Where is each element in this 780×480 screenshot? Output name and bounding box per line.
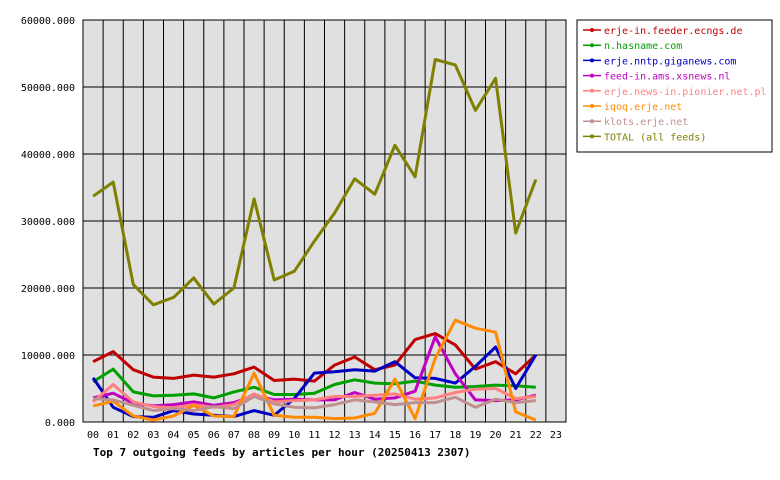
x-tick-label: 11 [308, 430, 320, 441]
series-line-iqoq-erje-net [92, 318, 537, 422]
legend-label-n-hasname-com: n.hasname.com [604, 41, 682, 52]
legend-marker-total-all-feeds [590, 134, 594, 139]
x-tick-label: 23 [550, 430, 562, 441]
legend-marker-erje-news-in-pionier-net-pl [590, 88, 594, 93]
x-tick-label: 00 [87, 430, 99, 441]
series-line-n-hasname-com [92, 367, 536, 400]
x-tick-label: 13 [349, 430, 361, 441]
series-line-klots-erje-net [93, 395, 536, 413]
y-tick-label: 40000.000 [21, 150, 75, 161]
y-tick-label: 0.000 [45, 418, 75, 429]
x-tick-label: 22 [530, 430, 542, 441]
y-tick-label: 60000.000 [21, 16, 75, 27]
x-tick-label: 17 [429, 430, 441, 441]
plot-frame [82, 19, 567, 423]
x-tick-label: 07 [228, 430, 240, 441]
series-line-erje-nntp-giganews-com [91, 345, 538, 419]
legend-marker-erje-in-feeder-ecngs-de [590, 28, 594, 32]
x-tick-label: 01 [107, 430, 119, 441]
x-tick-label: 14 [369, 430, 381, 441]
legend-marker-n-hasname-com [590, 43, 594, 48]
x-tick-label: 16 [409, 430, 421, 441]
y-tick-label: 20000.000 [21, 284, 75, 295]
legend-label-total-all-feeds: TOTAL (all feeds) [604, 132, 706, 143]
x-tick-label: 15 [389, 430, 401, 441]
x-tick-label: 05 [188, 430, 200, 441]
legend-marker-klots-erje-net [590, 119, 594, 124]
legend-marker-feed-in-ams-xsnews-nl [590, 73, 594, 78]
x-tick-label: 03 [147, 430, 159, 441]
x-tick-label: 12 [329, 430, 341, 441]
chart-title: Top 7 outgoing feeds by articles per hou… [93, 446, 471, 459]
x-axis-tick-labels: 00 01 02 03 04 05 06 07 08 09 10 11 12 13 14 15 16 17 18 19… [87, 430, 562, 441]
legend-label-erje-news-in-pionier-net-pl: erje.news-in.pionier.net.pl [604, 87, 767, 98]
x-tick-label: 09 [268, 430, 280, 441]
legend-marker-iqoq-erje-net [590, 104, 594, 108]
x-tick-label: 20 [490, 430, 502, 441]
x-tick-label: 19 [469, 430, 481, 441]
x-tick-label: 02 [127, 430, 139, 441]
series-line-erje-news-in-pionier-net-pl [92, 383, 536, 410]
legend-label-feed-in-ams-xsnews-nl: feed-in.ams.xsnews.nl [604, 72, 730, 83]
series-line-total-all-feeds [92, 58, 538, 307]
series-lines [91, 58, 538, 422]
x-tick-label: 10 [288, 430, 300, 441]
x-tick-label: 04 [168, 430, 180, 441]
legend-label-erje-in-feeder-ecngs-de: erje-in.feeder.ecngs.de [604, 26, 742, 37]
y-tick-label: 30000.000 [21, 217, 75, 228]
legend-label-iqoq-erje-net: iqoq.erje.net [604, 102, 682, 113]
y-tick-label: 10000.000 [21, 351, 75, 362]
x-tick-label: 18 [449, 430, 461, 441]
legend-marker-erje-nntp-giganews-com [590, 58, 594, 63]
y-axis-tick-labels: 0.000 10000.000 20000.000 30000.000 40000.00… [21, 16, 75, 429]
legend-label-klots-erje-net: klots.erje.net [604, 117, 688, 128]
legend-label-erje-nntp-giganews-com: erje.nntp.giganews.com [604, 56, 736, 67]
x-tick-label: 06 [208, 430, 220, 441]
x-tick-label: 08 [248, 430, 260, 441]
legend: erje-in.feeder.ecngs.de n.hasname.com erje… [576, 19, 773, 153]
y-tick-label: 50000.000 [21, 83, 75, 94]
x-tick-label: 21 [510, 430, 522, 441]
series-line-erje-in-feeder-ecngs-de [92, 332, 537, 383]
legend-box [576, 19, 773, 153]
